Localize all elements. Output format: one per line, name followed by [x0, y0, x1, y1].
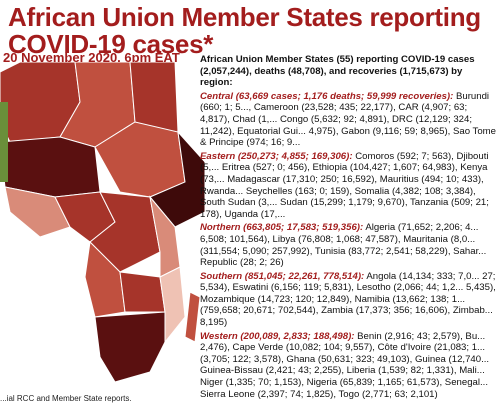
region-western-detail: Benin (2,916; 43; 2,579), Bu... 2,476), …: [200, 330, 490, 400]
map-region-angola: [84, 240, 126, 318]
region-northern-detail: Algeria (71,652; 2,206; 4... 6,508; 101,…: [200, 222, 487, 269]
title-line-1: African Union Member States reporting: [8, 4, 481, 32]
region-northern-name: Northern (663,805; 17,583; 519,356):: [200, 222, 364, 234]
region-eastern-detail: Comoros (592; 7; 563), Djibouti (5,... E…: [200, 150, 489, 220]
title-line-2: COVID-19 cases*: [8, 29, 214, 58]
region-southern-detail: Angola (14,134; 333; 7,0... 27; 5,534), …: [200, 270, 496, 329]
region-southern: Southern (851,045; 22,261, 778,514): Ang…: [200, 271, 497, 329]
region-central-detail: Burundi (660; 1; 5..., Cameroon (23,528;…: [200, 90, 496, 149]
map-land-edge: [0, 102, 8, 182]
map-region-madagascar: [184, 291, 201, 343]
region-eastern-name: Eastern (250,273; 4,855; 169,306):: [200, 150, 353, 162]
map-region-west-coast: [4, 186, 71, 238]
map-region-zambia: [119, 271, 166, 313]
region-western: Western (200,089, 2,833; 188,498): Benin…: [200, 331, 497, 401]
region-southern-name: Southern (851,045; 22,261, 778,514):: [200, 270, 365, 282]
map-region-mozambique: [159, 266, 186, 344]
region-northern: Northern (663,805; 17,583; 519,356): Alg…: [200, 222, 497, 268]
africa-map: [0, 62, 205, 383]
map-region-south-africa: [94, 311, 166, 383]
region-western-name: Western (200,089, 2,833; 188,498):: [200, 330, 355, 342]
summary-panel: African Union Member States (55) reporti…: [200, 54, 497, 418]
source-note: ...ial RCC and Member State reports.: [0, 394, 132, 403]
region-central: Central (63,669 cases; 1,176 deaths; 59,…: [200, 91, 497, 149]
report-date: 20 November 2020, 6pm EAT: [3, 50, 180, 65]
summary-intro: African Union Member States (55) reporti…: [200, 54, 475, 89]
region-eastern: Eastern (250,273; 4,855; 169,306): Comor…: [200, 151, 497, 221]
page-title: African Union Member States reporting CO…: [8, 4, 497, 58]
map-region-west-sahel: [0, 136, 101, 198]
region-central-name: Central (63,669 cases; 1,176 deaths; 59,…: [200, 90, 454, 102]
